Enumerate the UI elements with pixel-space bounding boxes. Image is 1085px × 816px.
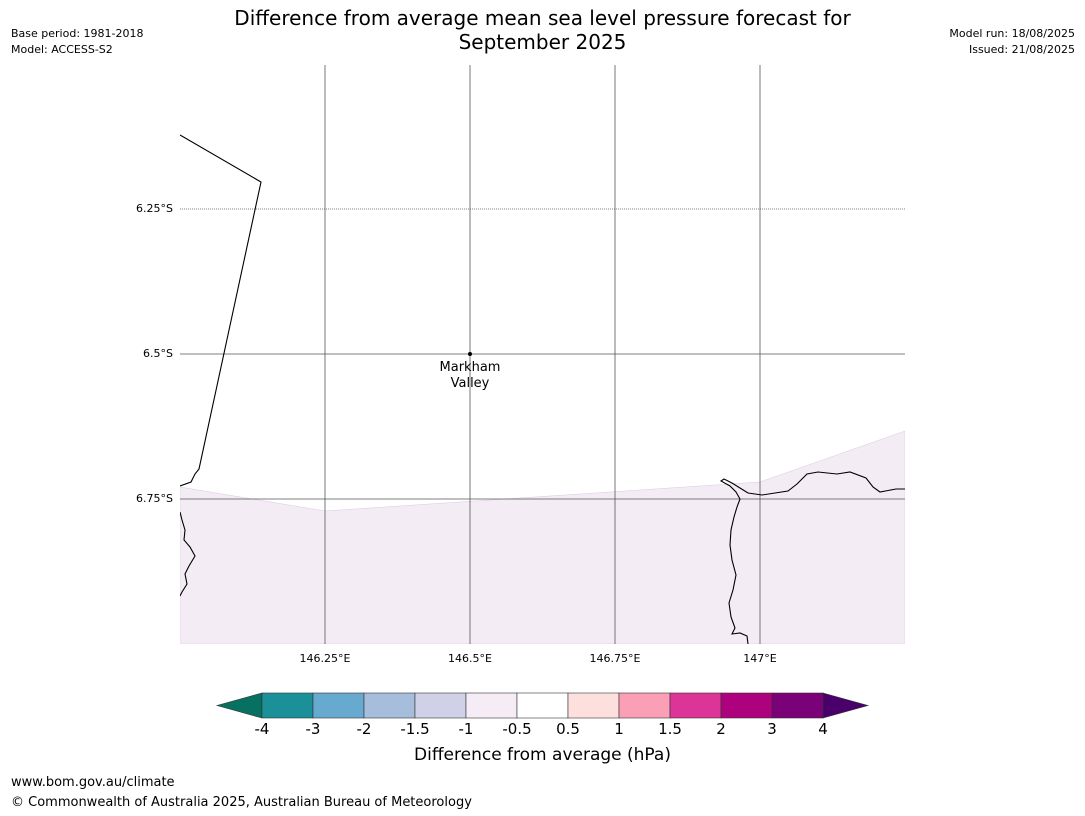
place-label: Markham Valley (420, 360, 520, 392)
province-border (180, 134, 262, 487)
issued-label: Issued: 21/08/2025 (968, 43, 1075, 56)
colorbar-swatch (414, 692, 467, 719)
lon-tick-label: 146.75°E (589, 652, 641, 665)
colorbar-swatch (567, 692, 620, 719)
colorbar-swatch (465, 692, 518, 719)
colorbar-tick-label: 3 (767, 720, 777, 738)
colorbar-label: Difference from average (hPa) (414, 745, 671, 765)
title-line-2: September 2025 (458, 30, 627, 54)
coastline-borders (180, 134, 905, 644)
chart-title: Difference from average mean sea level p… (0, 6, 1085, 54)
markham-valley-marker (468, 352, 472, 356)
colorbar-tick-label: 2 (716, 720, 726, 738)
colorbar-tick-label: 1.5 (658, 720, 682, 738)
colorbar-tick-label: -3 (305, 720, 321, 738)
west-coastline (180, 511, 196, 597)
colorbar-tick-label: 4 (818, 720, 828, 738)
colorbar-tick-label: -1 (458, 720, 474, 738)
base-period-label: Base period: 1981-2018 (11, 27, 144, 40)
place-label-line-1: Markham (439, 360, 501, 375)
colorbar-swatch (261, 692, 314, 719)
colorbar-extend-low (215, 692, 263, 719)
model-run-label: Model run: 18/08/2025 (949, 27, 1075, 40)
lat-tick-label: 6.5°S (143, 347, 173, 360)
colorbar-swatch (669, 692, 722, 719)
lon-tick-label: 146.25°E (299, 652, 351, 665)
colorbar-tick-label: 1 (614, 720, 624, 738)
model-label: Model: ACCESS-S2 (11, 43, 113, 56)
lon-tick-label: 147°E (743, 652, 777, 665)
lat-tick-label: 6.75°S (136, 492, 173, 505)
colorbar-swatch (363, 692, 416, 719)
colorbar-tick-label: -4 (254, 720, 270, 738)
colorbar-tick-label: -1.5 (400, 720, 430, 738)
colorbar-tick-label: -2 (356, 720, 372, 738)
colorbar-swatch (312, 692, 365, 719)
colorbar-tick-label: 0.5 (556, 720, 580, 738)
footer-url: www.bom.gov.au/climate (11, 775, 175, 790)
lat-tick-label: 6.25°S (136, 202, 173, 215)
colorbar-swatch (720, 692, 773, 719)
colorbar-swatch (516, 692, 569, 719)
colorbar-tick-label: -0.5 (502, 720, 532, 738)
title-line-1: Difference from average mean sea level p… (234, 6, 851, 30)
colorbar-extend-high (822, 692, 870, 719)
lon-tick-label: 146.5°E (448, 652, 492, 665)
colorbar-swatch (771, 692, 824, 719)
east-coastline (719, 471, 905, 644)
place-label-line-2: Valley (450, 376, 490, 391)
footer-copyright: © Commonwealth of Australia 2025, Austra… (11, 795, 472, 810)
colorbar-swatch (618, 692, 671, 719)
